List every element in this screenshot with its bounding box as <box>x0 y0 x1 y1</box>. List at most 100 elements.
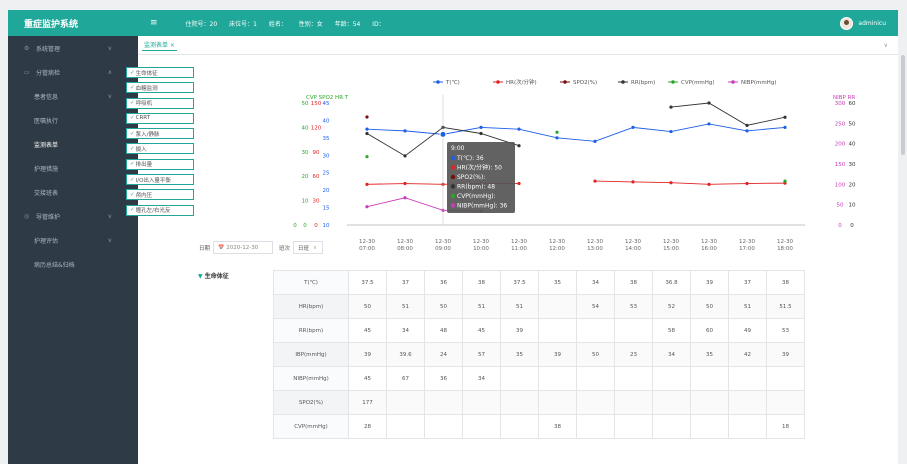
shift-select[interactable]: 日班 ∨ <box>293 241 324 254</box>
table-cell[interactable]: 39 <box>766 342 805 367</box>
table-cell[interactable] <box>728 366 767 391</box>
table-cell[interactable]: 39 <box>538 342 577 367</box>
user-name[interactable]: adminicu <box>858 19 886 27</box>
table-cell[interactable]: 51 <box>386 294 425 319</box>
table-cell[interactable]: 51 <box>462 294 501 319</box>
table-cell[interactable]: 54 <box>576 294 615 319</box>
checkbox-category-7[interactable]: ✓ I/O出入量平衡 <box>126 174 194 186</box>
table-cell[interactable]: 60 <box>690 318 729 343</box>
table-cell[interactable]: 34 <box>462 366 501 391</box>
sidebar-item-3[interactable]: 医嘱执行 <box>8 108 138 132</box>
table-cell[interactable] <box>652 366 691 391</box>
table-cell[interactable]: 18 <box>766 414 805 439</box>
table-cell[interactable]: 42 <box>728 342 767 367</box>
table-cell[interactable]: 39 <box>500 318 539 343</box>
chevron-down-icon[interactable]: ∨ <box>883 41 888 49</box>
table-cell[interactable] <box>462 390 501 415</box>
table-cell[interactable]: 45 <box>348 366 387 391</box>
table-cell[interactable] <box>614 414 653 439</box>
table-cell[interactable]: 53 <box>614 294 653 319</box>
table-cell[interactable] <box>538 366 577 391</box>
table-cell[interactable]: 38 <box>614 270 653 295</box>
table-cell[interactable] <box>690 390 729 415</box>
table-cell[interactable] <box>424 390 463 415</box>
table-cell[interactable]: 36.8 <box>652 270 691 295</box>
user-menu[interactable]: adminicu <box>840 16 886 30</box>
sidebar-item-6[interactable]: 交接班表 <box>8 180 138 204</box>
checkbox-category-9[interactable]: ✓ 瞳孔左/右光反 <box>126 204 194 216</box>
table-cell[interactable]: 34 <box>386 318 425 343</box>
table-cell[interactable] <box>652 390 691 415</box>
table-cell[interactable]: 177 <box>348 390 387 415</box>
table-cell[interactable]: 39 <box>348 342 387 367</box>
avatar[interactable] <box>840 16 854 30</box>
table-cell[interactable] <box>614 366 653 391</box>
table-cell[interactable]: 49 <box>728 318 767 343</box>
table-cell[interactable]: 51.5 <box>766 294 805 319</box>
table-cell[interactable] <box>386 414 425 439</box>
table-cell[interactable]: 37.5 <box>500 270 539 295</box>
table-cell[interactable] <box>576 366 615 391</box>
table-cell[interactable]: 36 <box>424 270 463 295</box>
table-cell[interactable] <box>690 414 729 439</box>
table-cell[interactable] <box>424 414 463 439</box>
table-cell[interactable]: 28 <box>348 414 387 439</box>
table-cell[interactable]: 37.5 <box>348 270 387 295</box>
table-cell[interactable]: 38 <box>462 270 501 295</box>
table-cell[interactable] <box>538 318 577 343</box>
table-cell[interactable] <box>576 390 615 415</box>
table-cell[interactable] <box>728 390 767 415</box>
sidebar-item-2[interactable]: 患者信息 ∨ <box>8 84 138 108</box>
table-cell[interactable]: 57 <box>462 342 501 367</box>
checkbox-category-3[interactable]: ✓ CRRT <box>126 112 194 124</box>
table-cell[interactable]: 45 <box>348 318 387 343</box>
tab-monitoring-form[interactable]: 监测表单 × <box>142 41 177 51</box>
table-cell[interactable] <box>500 390 539 415</box>
checkbox-category-1[interactable]: ✓ 血糖监测 <box>126 82 194 94</box>
table-cell[interactable]: 34 <box>576 270 615 295</box>
table-cell[interactable]: 50 <box>424 294 463 319</box>
table-cell[interactable] <box>766 366 805 391</box>
table-cell[interactable]: 45 <box>462 318 501 343</box>
sidebar-item-1[interactable]: ▭ 分管病检 ∧ <box>8 60 138 84</box>
table-cell[interactable]: 53 <box>766 318 805 343</box>
page-scrollbar[interactable] <box>901 55 905 155</box>
table-cell[interactable]: 37 <box>728 270 767 295</box>
table-cell[interactable] <box>614 318 653 343</box>
table-cell[interactable]: 36 <box>424 366 463 391</box>
section-vital-signs[interactable]: ▼ 生命体征 <box>198 271 229 280</box>
table-cell[interactable]: 23 <box>614 342 653 367</box>
checkbox-category-4[interactable]: ✓ 泵入/静脉 <box>126 128 194 140</box>
table-cell[interactable]: 51 <box>500 294 539 319</box>
sidebar-item-9[interactable]: 病历总结&归档 <box>8 252 138 276</box>
table-cell[interactable] <box>538 390 577 415</box>
table-cell[interactable] <box>500 414 539 439</box>
sidebar-item-8[interactable]: 护理评估 ∨ <box>8 228 138 252</box>
table-cell[interactable]: 24 <box>424 342 463 367</box>
table-cell[interactable] <box>614 390 653 415</box>
checkbox-category-2[interactable]: ✓ 呼吸机 <box>126 97 194 109</box>
table-cell[interactable] <box>576 318 615 343</box>
table-cell[interactable]: 50 <box>690 294 729 319</box>
table-cell[interactable] <box>576 414 615 439</box>
menu-toggle-icon[interactable]: ≡ <box>150 18 158 28</box>
sidebar-item-7[interactable]: ◎ 导管维护 ∨ <box>8 204 138 228</box>
table-cell[interactable]: 35 <box>500 342 539 367</box>
table-cell[interactable] <box>538 294 577 319</box>
table-cell[interactable]: 58 <box>652 318 691 343</box>
checkbox-category-8[interactable]: ✓ 颅内压 <box>126 189 194 201</box>
table-cell[interactable]: 38 <box>538 414 577 439</box>
table-cell[interactable]: 35 <box>538 270 577 295</box>
table-cell[interactable]: 39.6 <box>386 342 425 367</box>
table-cell[interactable]: 51 <box>728 294 767 319</box>
sidebar-item-0[interactable]: ⚙ 系统管理 ∨ <box>8 36 138 60</box>
table-cell[interactable]: 34 <box>652 342 691 367</box>
table-cell[interactable]: 35 <box>690 342 729 367</box>
table-cell[interactable]: 67 <box>386 366 425 391</box>
table-cell[interactable] <box>652 414 691 439</box>
checkbox-category-5[interactable]: ✓ 摄入 <box>126 143 194 155</box>
checkbox-category-0[interactable]: ✓ 生命体征 <box>126 67 194 78</box>
table-cell[interactable] <box>462 414 501 439</box>
table-cell[interactable]: 37 <box>386 270 425 295</box>
table-cell[interactable] <box>500 366 539 391</box>
